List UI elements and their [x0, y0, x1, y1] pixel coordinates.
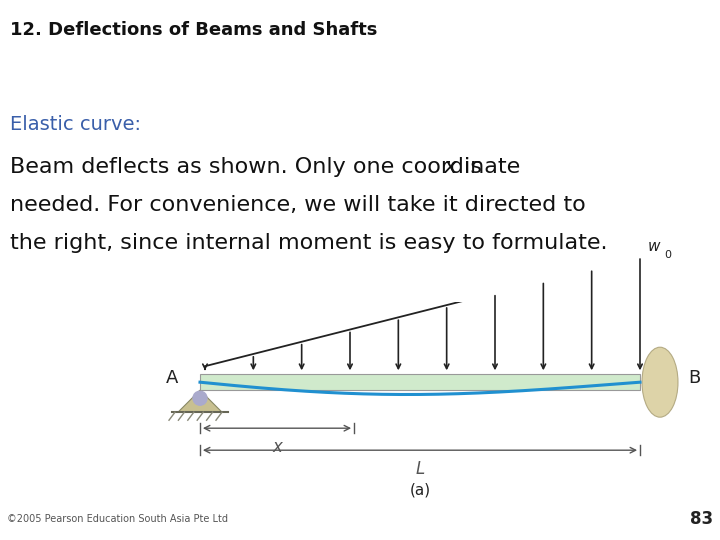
Text: the right, since internal moment is easy to formulate.: the right, since internal moment is easy… [10, 233, 608, 253]
Text: EXAMPLE 12.17 (SOLN): EXAMPLE 12.17 (SOLN) [10, 70, 274, 89]
Text: Elastic curve:: Elastic curve: [10, 115, 141, 134]
Text: needed. For convenience, we will take it directed to: needed. For convenience, we will take it… [10, 195, 586, 215]
FancyBboxPatch shape [200, 374, 640, 390]
Text: L: L [415, 460, 425, 478]
Ellipse shape [642, 347, 678, 417]
Text: B: B [688, 369, 701, 387]
Text: Beam deflects as shown. Only one coordinate: Beam deflects as shown. Only one coordin… [10, 157, 527, 177]
Text: x: x [272, 438, 282, 456]
Text: 12. Deflections of Beams and Shafts: 12. Deflections of Beams and Shafts [10, 21, 377, 39]
Text: x: x [444, 157, 457, 177]
Polygon shape [178, 390, 222, 412]
Text: w: w [648, 239, 660, 254]
Text: is: is [457, 157, 482, 177]
Text: 0: 0 [664, 250, 671, 260]
Text: (a): (a) [410, 482, 431, 497]
Text: 83: 83 [690, 510, 713, 528]
Text: A: A [166, 369, 178, 387]
Text: ©2005 Pearson Education South Asia Pte Ltd: ©2005 Pearson Education South Asia Pte L… [7, 514, 228, 524]
Circle shape [193, 391, 207, 405]
